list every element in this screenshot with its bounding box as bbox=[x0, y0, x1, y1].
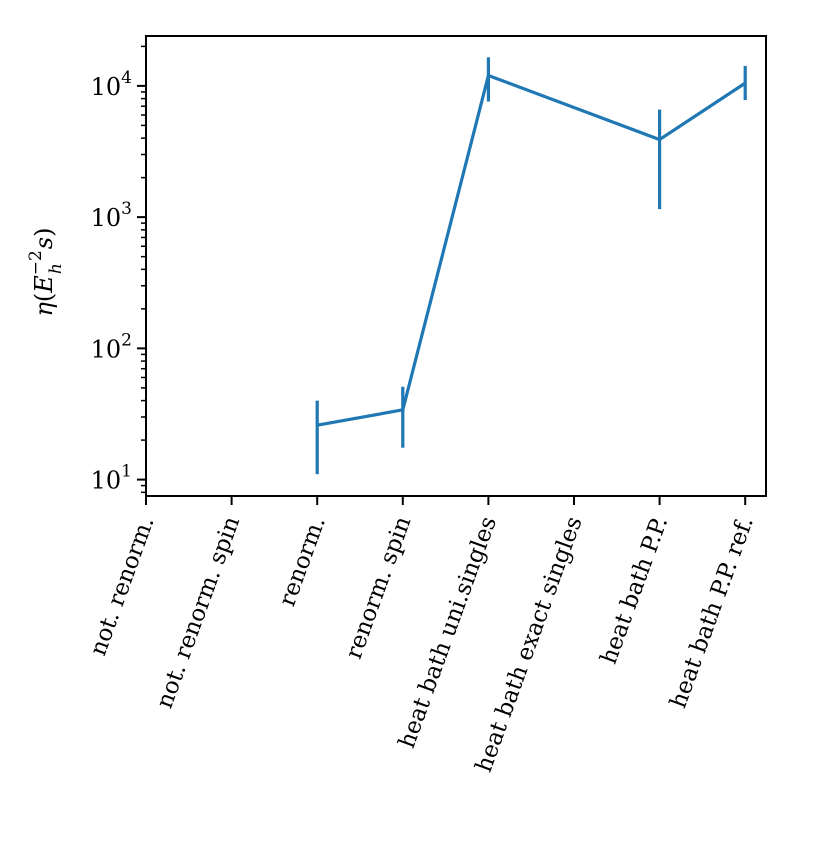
y-label-superscript: −2 bbox=[26, 250, 46, 275]
x-tick-label: not. renorm. bbox=[85, 513, 159, 659]
y-tick-exponent: 3 bbox=[121, 199, 132, 219]
y-tick-label: 104 bbox=[91, 68, 132, 101]
y-tick-exponent: 4 bbox=[121, 68, 132, 88]
y-tick-exponent: 2 bbox=[121, 330, 132, 350]
y-tick-exponent: 1 bbox=[121, 462, 132, 482]
y-label-eta: η bbox=[30, 302, 58, 317]
y-tick-label: 101 bbox=[91, 462, 132, 495]
y-tick-label: 102 bbox=[91, 330, 132, 363]
y-label-s: s bbox=[30, 237, 58, 249]
plot-frame bbox=[145, 35, 767, 497]
x-tick-label: heat bath uni.singles bbox=[394, 513, 502, 751]
x-tick-label: heat bath P.P. bbox=[596, 513, 673, 667]
x-tick-label: heat bath P.P. ref. bbox=[665, 513, 758, 711]
x-tick-label: renorm. bbox=[274, 513, 330, 610]
y-label-close: ) bbox=[30, 227, 58, 236]
y-label-subscript: h bbox=[46, 263, 66, 274]
y-label-e: E bbox=[30, 275, 58, 294]
y-label-open: ( bbox=[30, 293, 58, 302]
series-layer bbox=[315, 57, 747, 475]
y-tick-base: 10 bbox=[91, 73, 122, 101]
series-line bbox=[316, 73, 747, 427]
y-tick-base: 10 bbox=[91, 204, 122, 232]
y-axis-label: η(E−2h s) bbox=[26, 227, 66, 316]
y-tick-label: 103 bbox=[91, 199, 132, 232]
x-tick-label: not. renorm. spin bbox=[152, 513, 246, 712]
x-axis-ticks: not. renorm.not. renorm. spin renorm. reno… bbox=[85, 496, 759, 775]
y-tick-base: 10 bbox=[91, 335, 122, 363]
x-tick-label: renorm. spin bbox=[341, 513, 417, 662]
y-tick-base: 10 bbox=[91, 467, 122, 495]
